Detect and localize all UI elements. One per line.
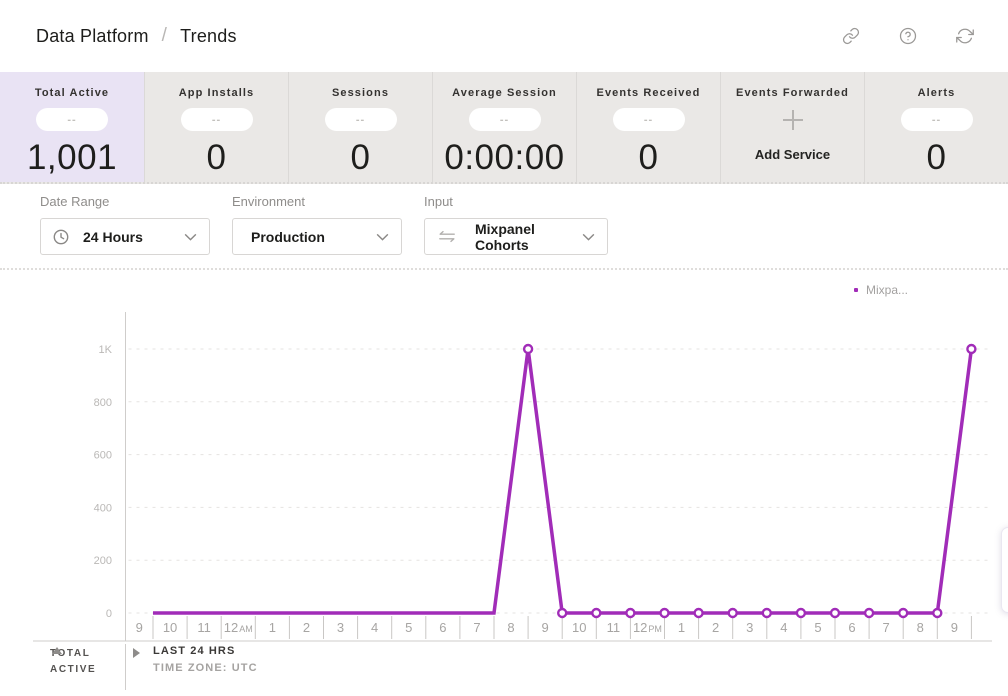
svg-text:11: 11 (607, 620, 621, 635)
filters-bar: Date Range 24 Hours Environment Producti… (0, 184, 1008, 270)
trend-pill: -- (612, 108, 685, 131)
svg-text:400: 400 (94, 502, 112, 514)
svg-text:200: 200 (94, 555, 112, 567)
refresh-icon[interactable] (956, 27, 974, 45)
chart-footer: TOTAL ACTIVE LAST 24 HRS TIME ZONE: UTC (0, 644, 1008, 696)
trend-line-chart[interactable]: 0 200 400 600 800 1K 9 10 11 12AM 1 2 3 4 5 6 7 8 9 10 11 12P… (0, 270, 1008, 696)
svg-text:12PM: 12PM (633, 620, 662, 635)
breadcrumb-section[interactable]: Data Platform (36, 25, 149, 46)
stat-card-average-session[interactable]: Average Session -- 0:00:00 (432, 72, 576, 182)
header-actions (842, 27, 974, 45)
swap-arrows-icon (437, 228, 457, 245)
stat-card-sessions[interactable]: Sessions -- 0 (288, 72, 432, 182)
metric-name-line1: TOTAL (50, 648, 91, 659)
breadcrumb-separator: / (161, 25, 168, 46)
input-label: Input (424, 194, 453, 209)
trend-pill: -- (180, 108, 253, 131)
trend-pill: -- (468, 108, 541, 131)
plus-icon (721, 108, 864, 131)
environment-select[interactable]: Production (232, 218, 402, 255)
side-panel-edge[interactable] (1001, 527, 1008, 613)
svg-text:1K: 1K (99, 344, 113, 356)
svg-text:1: 1 (678, 620, 685, 635)
stat-card-total-active[interactable]: Total Active -- 1,001 (0, 72, 144, 182)
svg-text:6: 6 (439, 620, 446, 635)
svg-text:11: 11 (197, 620, 211, 635)
chevron-down-icon (376, 233, 389, 241)
header: Data Platform / Trends (0, 0, 1008, 72)
stat-value: 0 (350, 138, 371, 177)
input-select[interactable]: Mixpanel Cohorts (424, 218, 608, 255)
svg-text:9: 9 (542, 620, 549, 635)
svg-text:0: 0 (106, 608, 112, 620)
stat-label: Sessions (331, 87, 390, 99)
svg-text:10: 10 (572, 620, 586, 635)
breadcrumb: Data Platform / Trends (36, 25, 237, 47)
svg-text:8: 8 (507, 620, 514, 635)
legend-dot (853, 288, 858, 292)
stat-value: 0 (926, 138, 947, 177)
svg-text:10: 10 (163, 620, 177, 635)
svg-text:6: 6 (848, 620, 855, 635)
trend-pill: -- (324, 108, 397, 131)
svg-text:2: 2 (303, 620, 310, 635)
svg-text:4: 4 (780, 620, 787, 635)
chevron-down-icon (582, 233, 595, 241)
trend-pill: -- (36, 108, 108, 131)
sort-ascending-icon[interactable] (52, 647, 62, 654)
range-label: LAST 24 HRS (153, 645, 236, 657)
stat-card-events-forwarded[interactable]: Events Forwarded Add Service (720, 72, 864, 182)
stat-card-events-received[interactable]: Events Received -- 0 (576, 72, 720, 182)
breadcrumb-page: Trends (180, 25, 237, 46)
svg-text:9: 9 (951, 620, 958, 635)
svg-text:7: 7 (883, 620, 890, 635)
svg-text:8: 8 (917, 620, 924, 635)
svg-text:2: 2 (712, 620, 719, 635)
legend-item[interactable]: Mixpa... (853, 283, 908, 297)
stat-label: Alerts (917, 87, 956, 99)
metric-selector[interactable]: TOTAL ACTIVE (50, 646, 96, 678)
expand-row-icon[interactable] (133, 648, 140, 658)
stat-label: App Installs (178, 87, 255, 99)
svg-text:4: 4 (371, 620, 378, 635)
svg-text:5: 5 (814, 620, 821, 635)
svg-text:12AM: 12AM (224, 620, 253, 635)
stat-value: 0:00:00 (444, 138, 565, 177)
stats-row: Total Active -- 1,001 App Installs -- 0 … (0, 72, 1008, 184)
stat-card-app-installs[interactable]: App Installs -- 0 (144, 72, 288, 182)
svg-text:7: 7 (473, 620, 480, 635)
environment-label: Environment (232, 194, 305, 209)
stat-label: Average Session (452, 87, 557, 99)
timezone-label: TIME ZONE: UTC (153, 662, 258, 674)
date-range-label: Date Range (40, 194, 110, 209)
svg-text:3: 3 (746, 620, 753, 635)
stat-value: 0 (206, 138, 227, 177)
date-range-select[interactable]: 24 Hours (40, 218, 210, 255)
stat-value: 0 (638, 138, 659, 177)
svg-text:9: 9 (136, 620, 143, 635)
footer-divider (125, 644, 126, 690)
legend-label: Mixpa... (865, 283, 908, 297)
add-service-button[interactable]: Add Service (754, 147, 831, 162)
svg-text:5: 5 (405, 620, 412, 635)
svg-text:3: 3 (337, 620, 344, 635)
stat-label: Total Active (34, 87, 110, 99)
stat-card-alerts[interactable]: Alerts -- 0 (864, 72, 1008, 182)
stat-label: Events Received (596, 87, 701, 99)
stat-value: 1,001 (26, 138, 118, 177)
svg-text:800: 800 (94, 397, 112, 409)
trend-pill: -- (900, 108, 973, 131)
chart-section: Mixpa... 0 200 400 600 800 1K 9 10 11 12AM 1 2 3 4 5 6 7… (0, 270, 1008, 696)
chevron-down-icon (184, 233, 197, 241)
svg-text:600: 600 (94, 450, 112, 462)
link-icon[interactable] (842, 27, 860, 45)
metric-name-line2: ACTIVE (50, 664, 97, 675)
svg-text:1: 1 (269, 620, 276, 635)
stat-label: Events Forwarded (736, 87, 849, 99)
clock-icon (53, 229, 69, 245)
help-icon[interactable] (899, 27, 917, 45)
